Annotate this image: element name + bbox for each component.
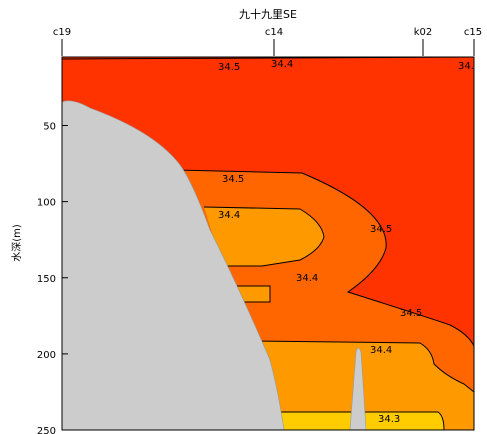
contour-line-34-4-small [232, 285, 271, 303]
station-label-c14: c14 [265, 27, 283, 38]
y-tick-label: 150 [37, 274, 56, 285]
contour-label: 34.5 [218, 62, 240, 73]
y-tick-label: 100 [37, 198, 56, 209]
seafloor [62, 100, 285, 430]
contour-label: 34.5 [222, 174, 244, 185]
plot-frame [61, 56, 475, 431]
contour-line-34-4-upper [203, 206, 325, 267]
y-axis: 50 100 150 200 250 [37, 122, 68, 434]
seafloor-ridge [349, 347, 367, 430]
contour-label: 34.3 [378, 414, 400, 425]
station-ticks [61, 39, 475, 56]
contour-label: 34. [458, 61, 474, 72]
contour-label: 34.4 [296, 273, 318, 284]
station-label-k02: k02 [414, 27, 433, 38]
contour-line-34-4-lower [251, 340, 474, 393]
y-axis-title: 水深(m) [11, 224, 23, 262]
station-label-c15: c15 [464, 27, 482, 38]
y-tick-label: 50 [43, 122, 56, 133]
contour-label: 34.4 [271, 59, 293, 70]
region-34-3-to-34-4 [204, 207, 324, 266]
contour-labels: 34.5 34.4 34.5 34.4 34.5 34.4 34.5 34.4 … [218, 59, 474, 425]
chart-title: 九十九里SE [239, 7, 297, 21]
station-label-c19: c19 [53, 27, 71, 38]
y-tick-label: 200 [37, 350, 56, 361]
contour-label: 34.4 [218, 210, 240, 221]
contour-label: 34.5 [400, 308, 422, 319]
contour-label: 34.4 [370, 345, 392, 356]
contour-label: 34.5 [370, 224, 392, 235]
contour-line-34-3 [280, 411, 445, 430]
contour-line-34-5-upper [175, 169, 474, 347]
y-tick-label: 250 [37, 426, 56, 434]
plot-area: 34.5 34.4 34.5 34.4 34.5 34.4 34.5 34.4 … [62, 57, 474, 430]
